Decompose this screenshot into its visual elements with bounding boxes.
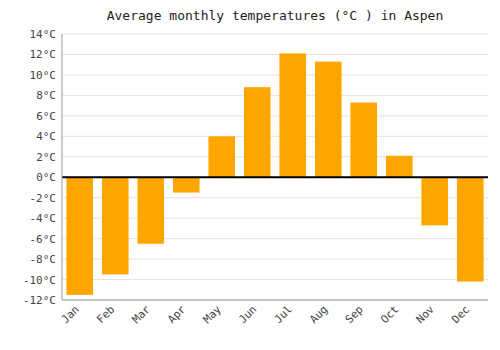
- y-tick-label: 10°C: [30, 69, 57, 82]
- grid-line: [62, 177, 488, 178]
- x-axis: [62, 300, 488, 301]
- y-tick-label: -10°C: [23, 274, 56, 287]
- bar: [315, 62, 342, 178]
- bar: [350, 103, 377, 178]
- y-tick-label: -2°C: [30, 192, 57, 205]
- x-tick-label: Sep: [343, 303, 366, 326]
- grid-line: [62, 34, 488, 35]
- bar: [173, 177, 200, 192]
- background: [0, 0, 500, 350]
- bar: [457, 177, 484, 281]
- grid-line: [62, 54, 488, 55]
- y-tick-label: -8°C: [30, 253, 57, 266]
- y-tick-label: 12°C: [30, 48, 57, 61]
- y-tick-label: -12°C: [23, 294, 56, 307]
- bar: [386, 156, 413, 177]
- bar: [66, 177, 93, 295]
- y-tick-label: 4°C: [36, 130, 56, 143]
- y-tick-label: 8°C: [36, 89, 56, 102]
- y-tick-label: 2°C: [36, 151, 56, 164]
- chart: Average monthly temperatures (°C ) in As…: [0, 0, 500, 350]
- bar: [421, 177, 448, 225]
- bars: [66, 53, 483, 294]
- grid-line: [62, 279, 488, 280]
- x-tick-label: Mar: [130, 303, 154, 327]
- y-tick-label: -6°C: [30, 233, 57, 246]
- x-tick-label: Nov: [414, 303, 438, 327]
- y-tick-label: 0°C: [36, 171, 56, 184]
- x-tick-label: Feb: [94, 303, 117, 326]
- bar: [137, 177, 164, 244]
- zero-line: [62, 176, 488, 178]
- bar: [279, 53, 306, 177]
- x-tick-label: Dec: [449, 303, 472, 326]
- y-tick-label: -4°C: [30, 212, 57, 225]
- x-tick-label: Aug: [307, 303, 330, 326]
- y-tick-label: 6°C: [36, 110, 56, 123]
- x-tick-label: Jan: [59, 303, 82, 326]
- title: Average monthly temperatures (°C ) in As…: [107, 8, 444, 23]
- grid-line: [62, 74, 488, 75]
- x-tick-label: Apr: [165, 303, 189, 327]
- x-tick-label: Jul: [272, 303, 295, 326]
- grid-line: [62, 95, 488, 96]
- x-tick-label: Jun: [236, 303, 259, 326]
- grid-line: [62, 115, 488, 116]
- x-tick-label: May: [201, 303, 225, 327]
- x-tick-label: Oct: [378, 303, 401, 326]
- bar: [244, 87, 271, 177]
- bar: [102, 177, 129, 274]
- bar: [208, 136, 235, 177]
- grid-line: [62, 300, 488, 301]
- grid-line: [62, 156, 488, 157]
- y-tick-label: 14°C: [30, 28, 57, 41]
- y-axis: [62, 34, 63, 300]
- grid-line: [62, 136, 488, 137]
